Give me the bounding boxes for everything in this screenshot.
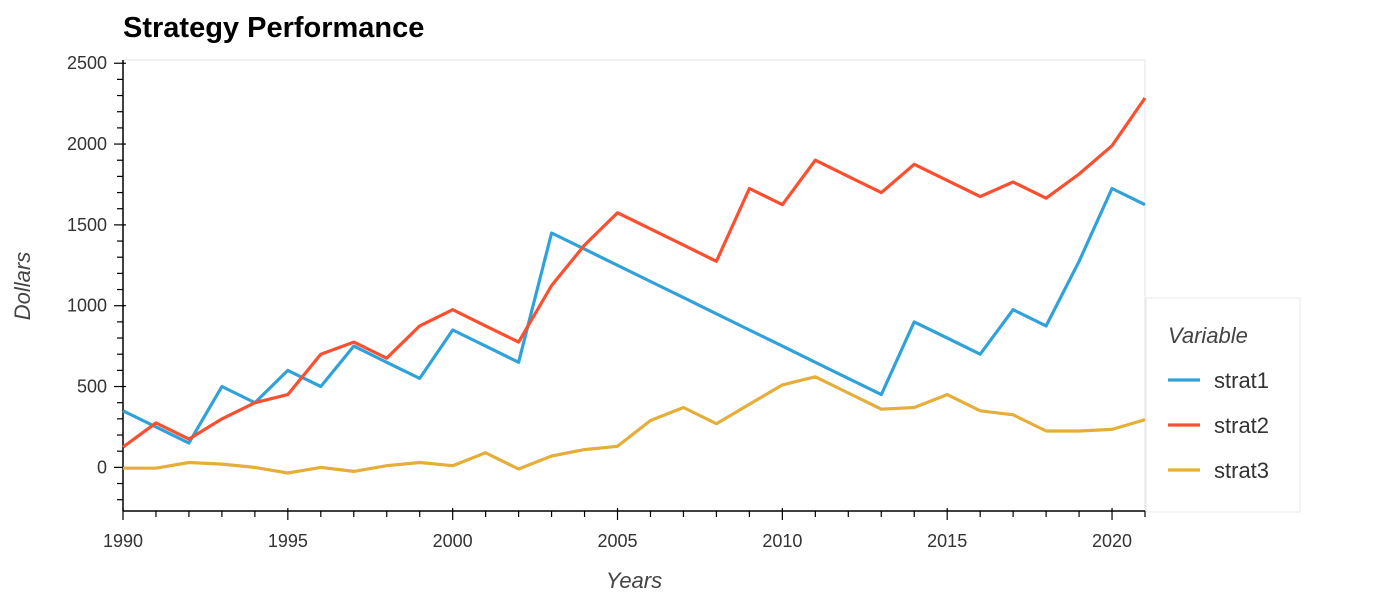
plot-area (122, 59, 1146, 512)
y-tick-label: 500 (77, 377, 107, 397)
legend-label-strat3: strat3 (1214, 458, 1269, 483)
y-tick-label: 1500 (67, 215, 107, 235)
y-tick-label: 2500 (67, 53, 107, 73)
legend: Variable strat1 strat2 strat3 (1145, 297, 1301, 513)
x-axis: 1990 1995 2000 2005 2010 2015 2020 (103, 508, 1146, 551)
y-axis-title: Dollars (10, 252, 35, 320)
plot-border (122, 59, 1146, 512)
x-tick-label: 1990 (103, 531, 143, 551)
x-tick-label: 2000 (433, 531, 473, 551)
y-tick-label: 2000 (67, 134, 107, 154)
legend-items: strat1 strat2 strat3 (1168, 368, 1269, 483)
x-tick-label: 1995 (268, 531, 308, 551)
series-line-strat3 (123, 375, 1146, 475)
legend-label-strat2: strat2 (1214, 413, 1269, 438)
series-line-strat1 (122, 186, 1146, 445)
x-tick-label: 2005 (597, 531, 637, 551)
chart-title: Strategy Performance (123, 12, 425, 44)
x-axis-title: Years (606, 568, 662, 593)
x-tick-label: 2015 (927, 531, 967, 551)
x-tick-label: 2010 (762, 531, 802, 551)
legend-box (1145, 297, 1301, 513)
y-tick-label: 0 (97, 457, 107, 477)
legend-title: Variable (1168, 323, 1248, 348)
x-tick-label: 2020 (1092, 531, 1132, 551)
y-axis: 0 500 1000 1500 2000 2500 (67, 53, 126, 511)
series-line-strat2 (122, 97, 1147, 449)
legend-label-strat1: strat1 (1214, 368, 1269, 393)
series-lines (122, 97, 1147, 475)
y-tick-label: 1000 (67, 296, 107, 316)
